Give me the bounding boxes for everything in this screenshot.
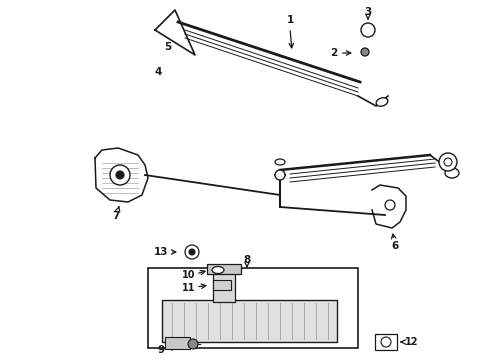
Text: 7: 7 bbox=[112, 211, 120, 221]
Circle shape bbox=[188, 339, 198, 349]
Circle shape bbox=[444, 158, 452, 166]
Circle shape bbox=[116, 171, 124, 179]
Circle shape bbox=[381, 337, 391, 347]
Text: 6: 6 bbox=[392, 241, 399, 251]
Text: 2: 2 bbox=[330, 48, 337, 58]
Ellipse shape bbox=[376, 98, 388, 106]
Polygon shape bbox=[95, 148, 148, 202]
Text: 13: 13 bbox=[153, 247, 168, 257]
Text: 8: 8 bbox=[244, 255, 250, 265]
Bar bbox=[162, 300, 337, 342]
Text: 10: 10 bbox=[181, 270, 195, 280]
Text: 11: 11 bbox=[181, 283, 195, 293]
Circle shape bbox=[439, 153, 457, 171]
Bar bbox=[213, 280, 231, 290]
Text: 9: 9 bbox=[158, 345, 165, 355]
Text: 5: 5 bbox=[164, 42, 171, 52]
Bar bbox=[213, 272, 235, 302]
Text: 3: 3 bbox=[365, 7, 371, 17]
Bar bbox=[207, 264, 241, 274]
Bar bbox=[165, 337, 190, 349]
Circle shape bbox=[189, 249, 195, 255]
Text: 12: 12 bbox=[405, 337, 418, 347]
Circle shape bbox=[185, 245, 199, 259]
Circle shape bbox=[361, 23, 375, 37]
Bar bbox=[375, 334, 397, 350]
Bar bbox=[148, 268, 358, 348]
Polygon shape bbox=[372, 185, 406, 228]
Text: 1: 1 bbox=[286, 15, 294, 25]
Circle shape bbox=[385, 200, 395, 210]
Polygon shape bbox=[155, 10, 195, 55]
Text: 4: 4 bbox=[154, 67, 162, 77]
Circle shape bbox=[275, 170, 285, 180]
Circle shape bbox=[361, 48, 369, 56]
Circle shape bbox=[110, 165, 130, 185]
Ellipse shape bbox=[212, 266, 224, 274]
Ellipse shape bbox=[376, 98, 388, 106]
Ellipse shape bbox=[445, 168, 459, 178]
Ellipse shape bbox=[275, 159, 285, 165]
